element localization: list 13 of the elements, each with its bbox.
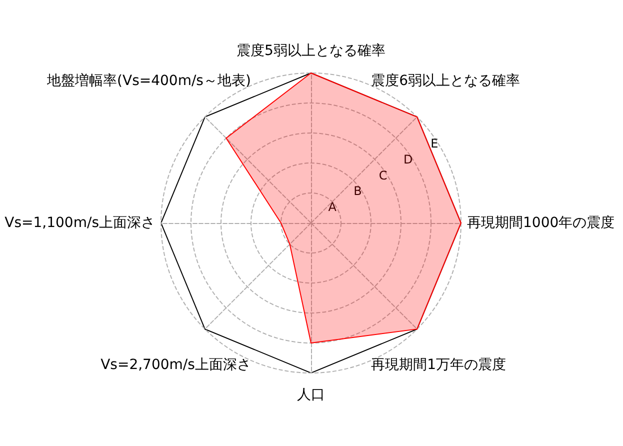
- spoke-label: Vs=2,700m/s上面深さ: [100, 357, 251, 374]
- y-tick-label: D: [404, 152, 413, 166]
- spoke-label: Vs=1,100m/s上面深さ: [4, 215, 155, 231]
- y-tick-label: B: [354, 184, 362, 198]
- y-tick-label: E: [430, 136, 438, 151]
- spoke-label: 震度5弱以上となる確率: [236, 43, 386, 59]
- y-tick-label: C: [378, 168, 388, 182]
- spoke-label: 地盤増幅率(Vs=400m/s～地表): [46, 72, 251, 89]
- spoke-label: 再現期間1000年の震度: [467, 215, 615, 231]
- y-tick-label: A: [328, 200, 338, 214]
- spoke-label: 震度6弱以上となる確率: [371, 72, 520, 89]
- spoke-label: 人口: [297, 387, 325, 403]
- spoke-label: 再現期間1万年の震度: [371, 357, 506, 374]
